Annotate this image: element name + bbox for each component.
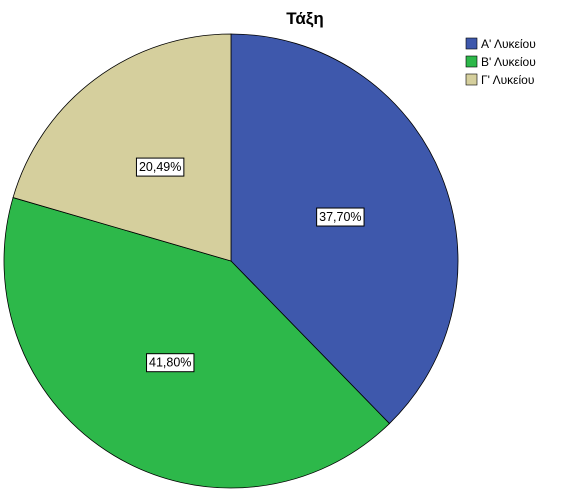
pie-slices bbox=[3, 33, 459, 489]
data-label-3: 20,49% bbox=[135, 157, 185, 177]
legend-swatch-1 bbox=[465, 37, 478, 50]
svg-text:41,80%: 41,80% bbox=[149, 356, 191, 370]
data-label-1: 37,70% bbox=[316, 207, 365, 227]
pie-slice-2 bbox=[3, 197, 391, 489]
legend: Α' Λυκείου Β' Λυκείου Γ' Λυκείου bbox=[465, 37, 536, 87]
chart-title: Τάξη bbox=[286, 9, 324, 28]
legend-item-1: Α' Λυκείου bbox=[465, 37, 536, 51]
legend-swatch-3 bbox=[465, 73, 478, 86]
pie-slice-1 bbox=[230, 33, 459, 425]
legend-label-2: Β' Λυκείου bbox=[481, 55, 536, 69]
data-labels: 37,70% 41,80% 20,49% bbox=[135, 157, 365, 373]
pie-slice-3 bbox=[12, 33, 232, 262]
svg-text:37,70%: 37,70% bbox=[319, 210, 361, 224]
legend-item-2: Β' Λυκείου bbox=[465, 55, 536, 69]
legend-item-3: Γ' Λυκείου bbox=[465, 73, 534, 87]
svg-text:20,49%: 20,49% bbox=[139, 160, 181, 174]
legend-label-3: Γ' Λυκείου bbox=[481, 73, 534, 87]
legend-label-1: Α' Λυκείου bbox=[481, 37, 536, 51]
legend-swatch-2 bbox=[465, 55, 478, 68]
data-label-2: 41,80% bbox=[146, 353, 195, 373]
